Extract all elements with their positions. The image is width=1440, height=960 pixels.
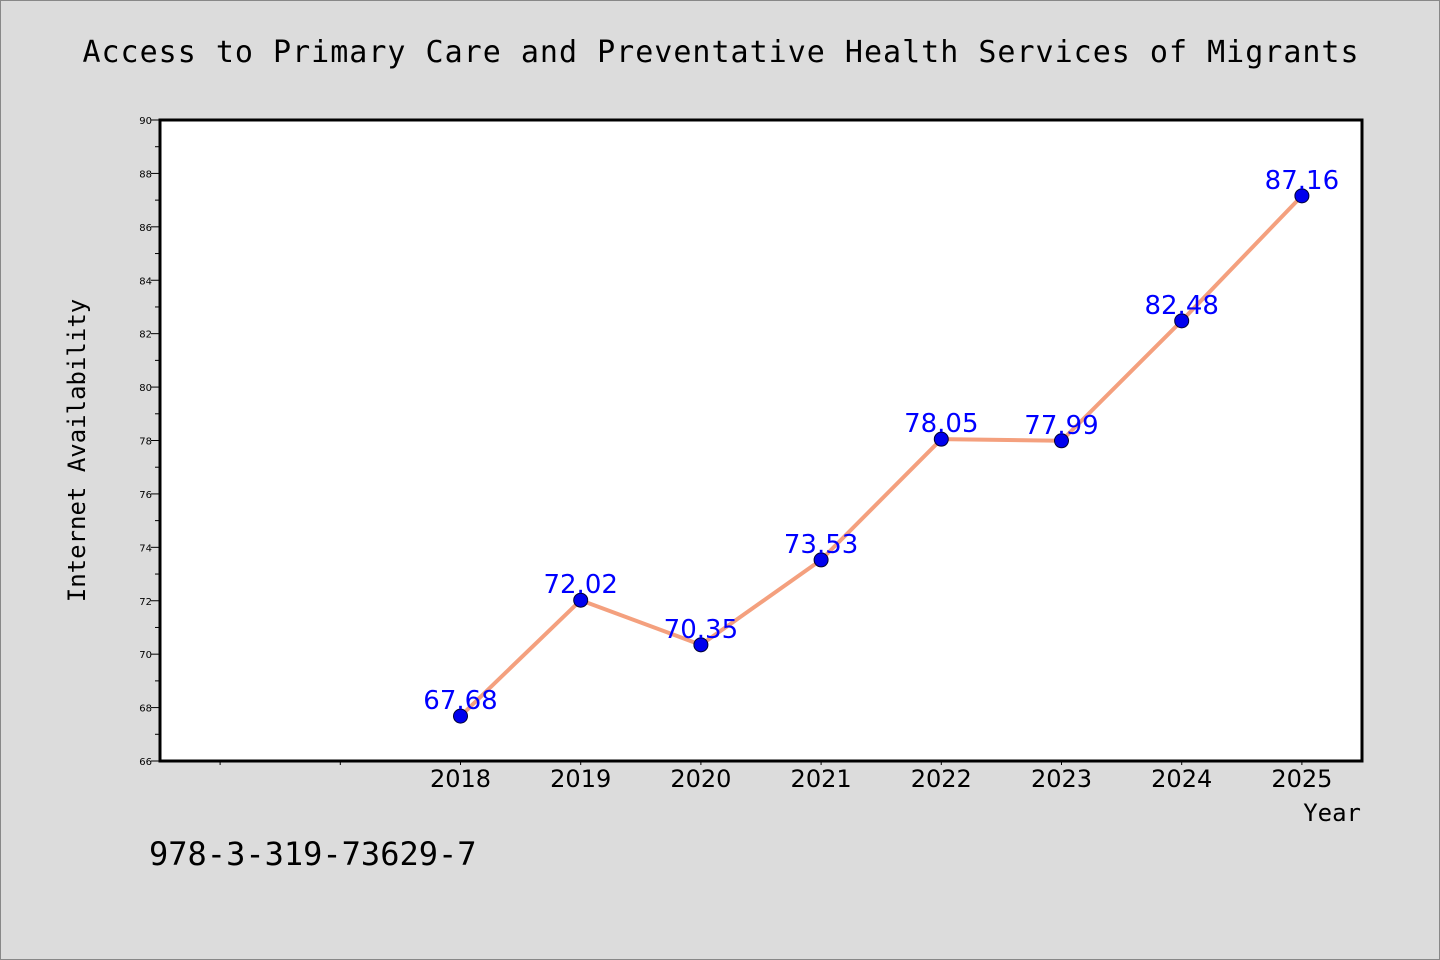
y-tick-label: 88 [139,169,152,180]
y-axis-label: Internet Availability [63,299,91,602]
series-layer: 67.68 72.02 70.35 73.53 78.05 77.99 82.48 87.16 [423,166,1339,724]
x-tick-label: 2022 [911,765,972,793]
data-label: 67.68 [423,686,497,716]
y-tick-label: 80 [139,383,152,394]
y-tick-label: 72 [139,597,152,608]
data-point [573,592,589,608]
x-tick-label: 2018 [430,765,491,793]
x-tick-label: 2021 [791,765,852,793]
plot-area [158,118,1364,763]
x-axis-label: Year [1303,799,1361,827]
footer-code: 978-3-319-73629-7 [149,835,477,873]
data-label: 87.16 [1265,166,1339,196]
y-tick-label: 84 [139,276,152,287]
y-axis: 66 68 70 72 74 76 78 80 82 84 86 88 90 [139,116,160,768]
data-label: 73.53 [784,530,858,560]
x-tick-label: 2024 [1151,765,1212,793]
x-tick-label: 2025 [1271,765,1332,793]
data-point [813,552,829,568]
x-axis: 2018 2019 2020 2021 2022 2023 2024 2025 [219,761,1332,793]
y-tick-label: 82 [139,330,152,341]
series-line [459,194,1304,718]
y-tick-label: 66 [139,757,152,768]
data-point [1294,188,1310,204]
x-tick-label: 2019 [550,765,611,793]
y-tick-label: 68 [139,704,152,715]
data-label: 82.48 [1144,291,1218,321]
data-point [1174,313,1190,329]
y-tick-label: 70 [139,650,152,661]
data-label: 77.99 [1024,411,1098,441]
chart-title: Access to Primary Care and Preventative … [82,35,1360,70]
data-point [453,708,468,724]
y-tick-label: 90 [139,116,152,127]
data-point [1054,433,1069,449]
y-tick-label: 76 [139,490,152,501]
data-label: 72.02 [543,570,617,600]
y-tick-label: 78 [139,437,152,448]
data-label: 78.05 [904,409,978,439]
x-tick-label: 2020 [670,765,731,793]
data-point [693,637,709,653]
x-tick-label: 2023 [1031,765,1092,793]
y-tick-label: 86 [139,223,152,234]
y-tick-label: 74 [139,543,152,554]
data-label: 70.35 [664,615,738,645]
data-point [933,431,949,447]
